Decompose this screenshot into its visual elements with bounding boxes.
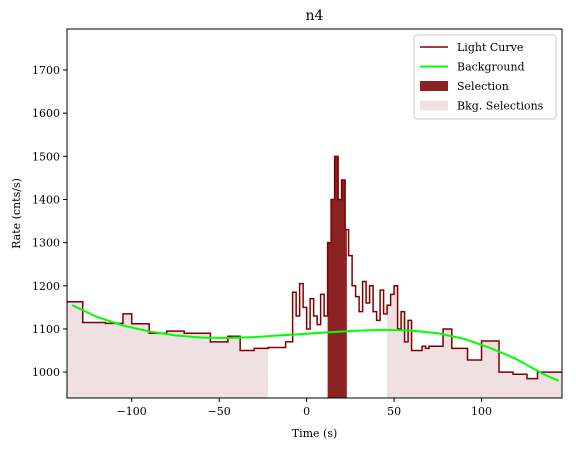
y-tick-label: 1000 [32, 366, 60, 379]
legend-entry-label: Selection [457, 80, 509, 93]
bkg-selection-areas [67, 285, 562, 398]
legend-entry-label: Bkg. Selections [457, 100, 544, 113]
legend-swatch [420, 81, 448, 91]
x-tick-label: −50 [208, 405, 231, 418]
bkg-selection-area-1 [387, 285, 562, 398]
chart-title: n4 [306, 8, 324, 24]
y-axis-ticks: 1000 1100 1200 1300 1400 1500 1600 1700 [32, 64, 67, 379]
x-tick-label: 0 [303, 405, 310, 418]
legend-swatch [420, 100, 448, 111]
plot-frame [66, 28, 563, 399]
light-curve-line [67, 155, 562, 380]
selection-areas [327, 156, 347, 398]
y-tick-label: 1100 [32, 323, 60, 336]
bkg-selection-area-0 [67, 301, 269, 398]
y-tick-label: 1400 [32, 193, 60, 206]
legend-entry-label: Background [457, 61, 525, 74]
x-tick-label: 100 [471, 405, 492, 418]
x-tick-label: 50 [387, 405, 401, 418]
legend: Light Curve Background Selection Bkg. Selec… [413, 34, 557, 120]
legend-box [413, 34, 557, 120]
selection-area [327, 156, 347, 398]
y-tick-label: 1200 [32, 280, 60, 293]
legend-entry-label: Light Curve [457, 41, 523, 54]
y-tick-label: 1500 [32, 150, 60, 163]
y-tick-label: 1700 [32, 64, 60, 77]
x-tick-label: −100 [117, 405, 147, 418]
y-tick-label: 1300 [32, 237, 60, 250]
y-tick-label: 1600 [32, 107, 60, 120]
y-axis-label: Rate (cnts/s) [10, 178, 23, 249]
background-curve [71, 304, 559, 382]
x-axis-label: Time (s) [292, 427, 338, 440]
x-axis-ticks: −100 −50 0 50 100 [117, 398, 492, 418]
